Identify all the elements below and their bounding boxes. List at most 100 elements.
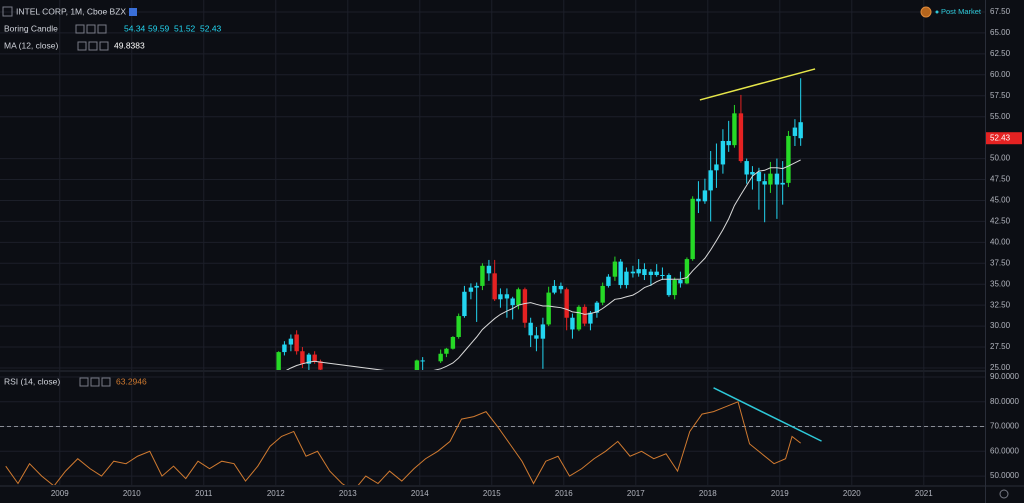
y-tick-label: 45.00 — [990, 196, 1011, 205]
x-tick-label: 2013 — [339, 489, 357, 498]
ma-value: 49.8383 — [114, 40, 145, 50]
candle-body — [522, 289, 528, 323]
symbol-title: INTEL CORP, 1M, Cboe BZX — [16, 6, 126, 16]
candle-body — [702, 190, 708, 202]
high-value: 59.59 — [148, 23, 170, 33]
close-value: 52.43 — [200, 23, 222, 33]
y-tick-label: 60.0000 — [990, 446, 1019, 455]
candle-body — [318, 361, 323, 370]
rsi-icons[interactable] — [79, 377, 111, 387]
candle-body — [666, 275, 672, 296]
x-tick-label: 2019 — [771, 489, 789, 498]
candle-body — [492, 273, 497, 300]
candle-body — [558, 285, 564, 290]
rsi-name: RSI (14, close) — [4, 376, 60, 386]
candle-body — [678, 280, 683, 284]
candle-body — [414, 360, 420, 370]
y-tick-label: 90.0000 — [990, 372, 1019, 381]
settings-icon[interactable] — [999, 489, 1009, 499]
candle-body — [648, 271, 654, 276]
x-tick-label: 2015 — [483, 489, 501, 498]
symbol-icon[interactable] — [129, 8, 137, 16]
candle-body — [564, 289, 569, 318]
candle-body — [468, 287, 474, 292]
candle-body — [300, 351, 305, 364]
x-tick-label: 2011 — [195, 489, 213, 498]
y-tick-label: 50.0000 — [990, 471, 1019, 480]
y-tick-label: 42.50 — [990, 217, 1011, 226]
y-tick-label: 32.50 — [990, 300, 1011, 309]
candle-body — [510, 298, 515, 306]
candle-body — [294, 334, 299, 352]
status-icon[interactable] — [920, 6, 932, 18]
y-tick-label: 57.50 — [990, 91, 1011, 100]
candle-body — [462, 291, 467, 317]
trend-line — [713, 387, 822, 442]
candle-body — [420, 360, 425, 362]
indicator-name: Boring Candle — [4, 23, 58, 33]
candle-body — [450, 336, 456, 349]
candle-body — [612, 261, 618, 277]
candle-body — [540, 324, 546, 339]
last-price-label: 52.43 — [990, 133, 1011, 142]
candle-body — [276, 352, 281, 370]
candle-body — [654, 271, 659, 276]
y-tick-label: 70.0000 — [990, 422, 1019, 431]
candle-body — [528, 322, 533, 336]
y-tick-label: 65.00 — [990, 28, 1011, 37]
candle-body — [516, 289, 521, 306]
candle-body — [780, 182, 785, 185]
candle-body — [696, 198, 701, 202]
candle-body — [798, 122, 803, 139]
x-tick-label: 2017 — [627, 489, 645, 498]
candle-body — [720, 140, 726, 165]
last-price-tag — [986, 132, 1022, 145]
y-tick-label: 55.00 — [990, 112, 1011, 121]
rsi-line — [5, 401, 801, 485]
candle-body — [762, 181, 767, 185]
candle-body — [588, 312, 593, 324]
candle-body — [546, 292, 551, 325]
labels: 25.00 27.50 30.00 32.50 35.00 37.50 40.00 42.50… — [51, 7, 1022, 498]
open-value: 54.34 — [124, 23, 146, 33]
candle-body — [756, 171, 762, 182]
y-tick-label: 60.00 — [990, 70, 1011, 79]
trend-line — [699, 68, 816, 101]
candle-body — [786, 135, 791, 183]
candle-body — [606, 276, 611, 286]
low-value: 51.52 — [174, 23, 196, 33]
ma-line — [285, 159, 801, 370]
x-tick-label: 2020 — [843, 489, 861, 498]
x-tick-label: 2009 — [51, 489, 69, 498]
candle-body — [624, 271, 629, 286]
indicator-icons[interactable] — [75, 24, 107, 34]
candle-body — [312, 354, 317, 362]
status-label: Post Market — [941, 7, 982, 16]
candle-body — [486, 265, 492, 274]
rsi-value: 63.2946 — [116, 376, 147, 386]
candle-body — [672, 280, 677, 296]
y-tick-label: 35.00 — [990, 279, 1011, 288]
y-tick-label: 62.50 — [990, 49, 1011, 58]
collapse-icon[interactable] — [2, 6, 13, 17]
candle-body — [750, 171, 755, 175]
candle-body — [438, 353, 443, 362]
candle-body — [642, 269, 647, 276]
ma-name: MA (12, close) — [4, 40, 58, 50]
candle-body — [570, 317, 575, 330]
candle-body — [582, 306, 587, 324]
candle-body — [744, 161, 749, 175]
candle-body — [738, 113, 744, 162]
x-tick-label: 2016 — [555, 489, 573, 498]
candle-body — [504, 294, 510, 299]
y-tick-label: 37.50 — [990, 258, 1011, 267]
candle-body — [660, 275, 665, 277]
candle-body — [792, 127, 798, 136]
candle-body — [534, 335, 539, 339]
candle-body — [474, 285, 479, 288]
candle-body — [306, 354, 312, 364]
ma-icons[interactable] — [77, 41, 109, 51]
